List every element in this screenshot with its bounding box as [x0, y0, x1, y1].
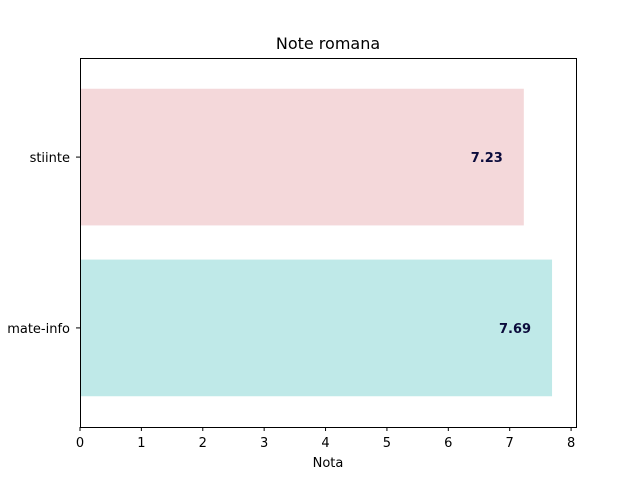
- bars-group: 7.69 7.23: [80, 88, 553, 397]
- x-tick-label-7: 7: [506, 436, 514, 451]
- y-tick-label-mate-info: mate-info: [7, 322, 70, 337]
- x-tick-label-1: 1: [137, 436, 145, 451]
- data-label-mate-info: 7.69: [499, 322, 531, 337]
- bar-mate-info: [80, 259, 553, 397]
- x-tick-label-5: 5: [383, 436, 391, 451]
- chart-title: Note romana: [276, 34, 380, 53]
- x-tick-label-6: 6: [444, 436, 452, 451]
- x-axis-label: Nota: [313, 456, 344, 471]
- y-tick-labels: mate-info stiinte: [7, 151, 80, 337]
- x-tick-label-0: 0: [76, 436, 84, 451]
- x-tick-label-2: 2: [199, 436, 207, 451]
- x-tick-label-4: 4: [321, 436, 329, 451]
- x-tick-label-3: 3: [260, 436, 268, 451]
- x-tick-label-8: 8: [567, 436, 575, 451]
- y-tick-label-stiinte: stiinte: [30, 151, 70, 166]
- bar-stiinte: [80, 88, 524, 226]
- x-ticks: 0 1 2 3 4 5 6 7 8: [76, 427, 575, 451]
- plot-frame: [80, 58, 577, 428]
- data-label-stiinte: 7.23: [471, 151, 503, 166]
